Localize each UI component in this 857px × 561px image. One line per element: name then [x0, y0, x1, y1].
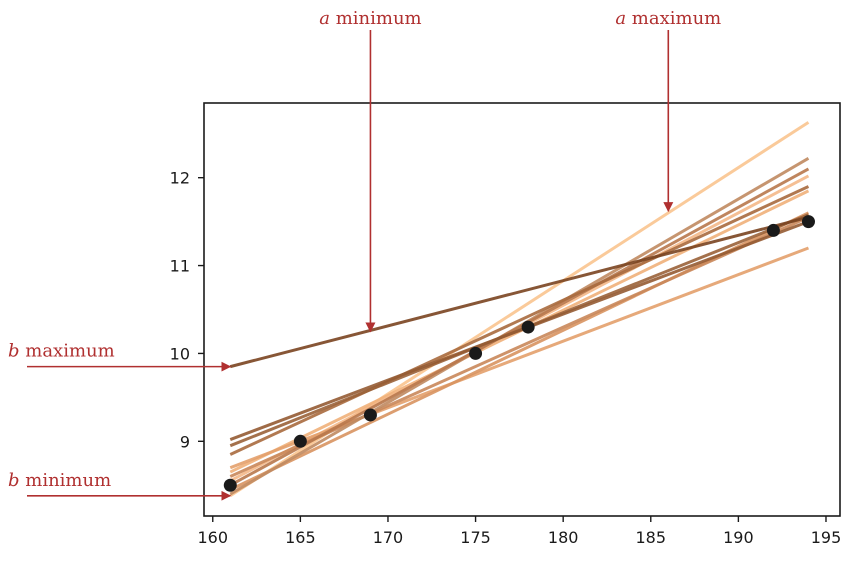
a-maximum-var: a — [615, 8, 626, 29]
fit-line-12 — [229, 215, 809, 369]
y-tick-label: 11 — [170, 257, 190, 276]
a-maximum-text: maximum — [626, 8, 721, 29]
x-tick-label: 195 — [811, 528, 842, 547]
b-maximum-label: b maximum — [8, 341, 115, 362]
data-points — [223, 215, 815, 492]
a-minimum-text: minimum — [330, 8, 422, 29]
data-point — [223, 478, 237, 492]
fit-line-8 — [229, 167, 810, 487]
data-point — [469, 346, 483, 360]
b-maximum-text: maximum — [20, 341, 115, 362]
x-tick-label: 170 — [373, 528, 404, 547]
b-maximum-var: b — [8, 341, 20, 362]
fit-line-4 — [229, 246, 809, 470]
x-tick-label: 190 — [723, 528, 754, 547]
data-point — [363, 408, 377, 422]
y-tick-label: 9 — [180, 432, 190, 451]
data-point — [293, 434, 307, 448]
fit-lines — [229, 121, 810, 498]
fit-line-9 — [229, 185, 810, 456]
y-axis: 9 10 11 12 — [170, 169, 204, 451]
a-maximum-label: a maximum — [615, 8, 721, 29]
data-point — [521, 320, 535, 334]
x-tick-label: 185 — [636, 528, 667, 547]
data-point — [766, 223, 780, 237]
b-minimum-label: b minimum — [8, 470, 111, 491]
fit-line-1 — [229, 121, 810, 498]
fit-line-11 — [229, 220, 809, 441]
x-tick-label: 160 — [197, 528, 228, 547]
x-tick-label: 180 — [548, 528, 579, 547]
x-axis: 160 165 170 175 180 185 190 195 — [197, 516, 841, 547]
plot-frame — [203, 102, 841, 517]
x-tick-label: 175 — [460, 528, 491, 547]
x-tick-label: 165 — [285, 528, 316, 547]
b-minimum-text: minimum — [20, 470, 112, 491]
data-point — [801, 215, 815, 229]
a-minimum-var: a — [319, 8, 330, 29]
a-minimum-label: a minimum — [319, 8, 421, 29]
y-tick-label: 10 — [170, 344, 190, 363]
b-minimum-var: b — [8, 470, 20, 491]
y-tick-label: 12 — [170, 169, 190, 188]
